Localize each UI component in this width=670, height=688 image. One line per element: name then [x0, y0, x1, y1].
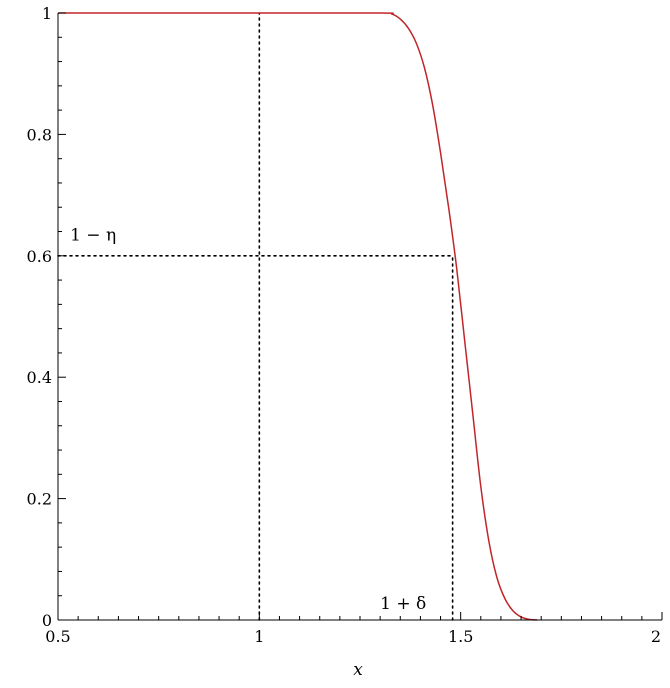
x-axis-title: x: [353, 660, 363, 680]
y-tick-label: 0.8: [27, 125, 52, 144]
annotations: 1 − η 1 + δ: [70, 226, 426, 614]
x-tick-label: 0.5: [45, 627, 70, 646]
y-tick-label: 0.2: [27, 490, 52, 509]
series-layer: [57, 12, 538, 621]
x-tick-label: 1.5: [448, 627, 473, 646]
y-tick-label: 0.6: [27, 247, 52, 266]
y-tick-label: 0: [42, 611, 52, 630]
axes: [57, 12, 663, 621]
y-tick-label: 0.4: [27, 368, 52, 387]
x-tick-label: 2: [651, 627, 661, 646]
tick-labels: 0.5 1 1.5 2 0 0.2 0.4 0.6 0.8 1: [27, 4, 662, 646]
annotation-label: 1 − η: [70, 226, 116, 246]
x-tick-label: 1: [254, 627, 264, 646]
series-line-0: [57, 12, 538, 621]
y-tick-label: 1: [42, 4, 52, 23]
annotation-label: 1 + δ: [380, 594, 426, 614]
reference-lines: [57, 12, 454, 621]
